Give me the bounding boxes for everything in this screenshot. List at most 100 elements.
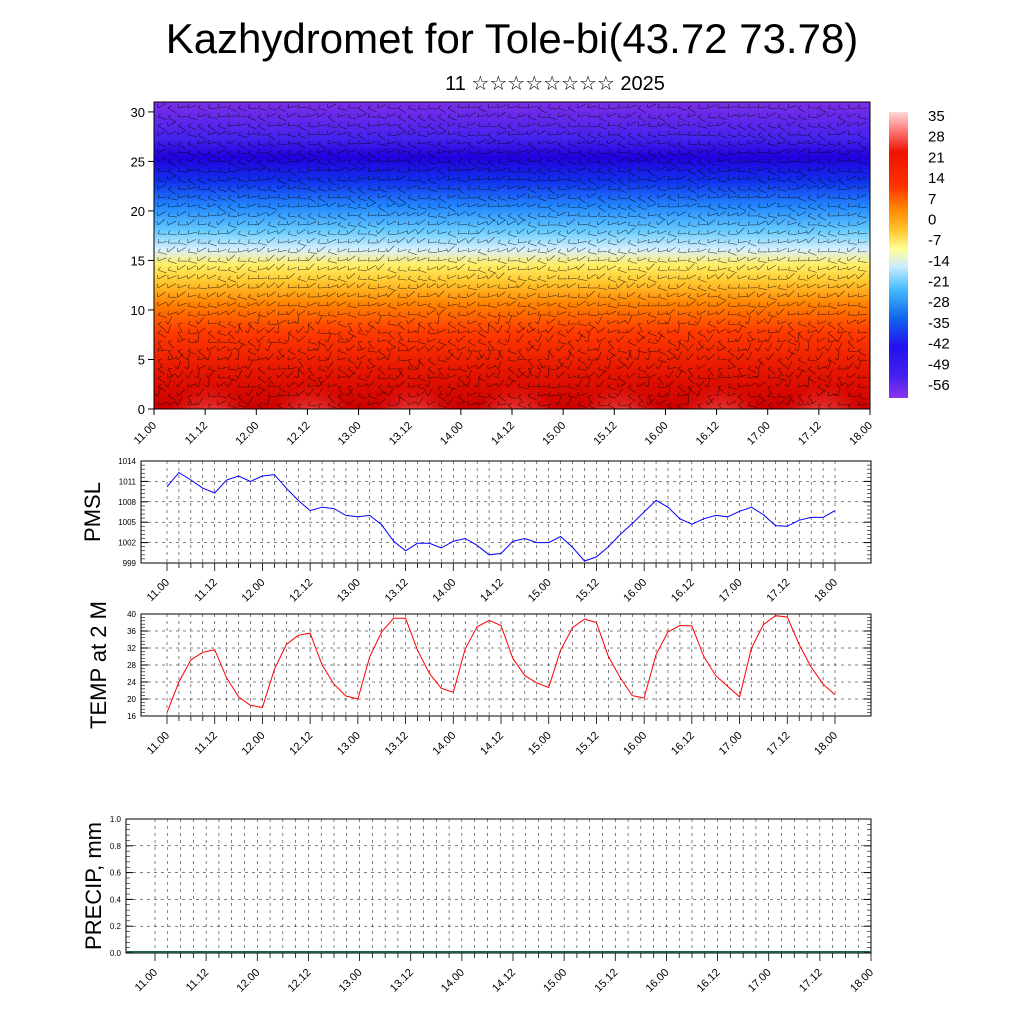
wind-barb [527, 229, 536, 235]
wind-barb-feather [216, 347, 219, 352]
wind-barb [337, 233, 347, 236]
wind-barb-feather [267, 167, 270, 172]
wind-barb-feather [674, 357, 679, 361]
wind-barb-feather [597, 337, 599, 343]
wind-barb [767, 331, 777, 334]
wind-barb [787, 105, 797, 109]
colorbar-label: -7 [928, 232, 941, 249]
wind-barb-feather [237, 220, 239, 226]
wind-barb-feather [406, 347, 409, 352]
wind-barb [187, 305, 197, 309]
wind-barb [417, 142, 427, 145]
wind-barb [177, 360, 181, 370]
heatmap-y-tick-label: 5 [138, 352, 145, 367]
wind-barb-feather [287, 230, 291, 235]
wind-barb [707, 188, 716, 194]
wind-barb-feather [457, 376, 462, 379]
wind-barb [497, 379, 505, 388]
wind-barb-feather [617, 203, 621, 208]
wind-barb [347, 332, 357, 338]
wind-barb [567, 341, 575, 350]
wind-barb-feather [807, 132, 812, 136]
wind-barb-feather [837, 149, 841, 154]
wind-barb [707, 143, 717, 148]
wind-barb-feather [427, 230, 429, 235]
wind-barb [327, 116, 336, 123]
wind-barb [637, 186, 647, 190]
wind-barb [237, 369, 243, 379]
wind-barb-feather [256, 284, 259, 289]
wind-barb [807, 151, 817, 154]
wind-barb-feather [157, 230, 160, 235]
wind-barb-feather [746, 293, 749, 298]
wind-barb [477, 362, 485, 370]
wind-barb-feather [177, 176, 181, 181]
afternoon-heat-blob [371, 347, 456, 409]
wind-barb [637, 206, 647, 210]
wind-barb [427, 388, 433, 397]
wind-barb [857, 186, 867, 190]
wind-barb-feather [227, 374, 231, 379]
wind-barb [737, 404, 744, 409]
wind-barb-feather [327, 158, 331, 163]
wind-barb [557, 362, 565, 370]
wind-barb [627, 159, 637, 163]
wind-barb-feather [827, 221, 831, 226]
wind-barb [417, 249, 427, 253]
wind-barb [617, 383, 627, 388]
wind-barb-feather [647, 239, 649, 244]
wind-barb [437, 329, 447, 334]
wind-barb-feather [417, 114, 422, 118]
wind-barb [237, 314, 247, 317]
wind-barb-feather [247, 194, 249, 199]
wind-barb-feather [294, 321, 299, 325]
wind-barb-feather [187, 347, 192, 352]
wind-barb-feather [677, 366, 682, 370]
wind-barb-feather [484, 357, 489, 361]
wind-barb [777, 197, 787, 199]
wind-barb-feather [417, 122, 421, 127]
wind-barb-feather [417, 203, 421, 208]
wind-barb [407, 197, 417, 201]
colorbar-label: 28 [928, 129, 945, 146]
wind-barb [267, 175, 276, 181]
wind-barb [297, 278, 307, 283]
wind-barb-feather [245, 392, 249, 397]
wind-barb [397, 125, 406, 132]
wind-barb [237, 179, 247, 183]
wind-barb-feather [786, 374, 789, 379]
wind-barb-feather [735, 338, 739, 343]
wind-barb [527, 266, 537, 271]
wind-barb [787, 239, 797, 244]
wind-barb-feather [415, 401, 419, 406]
wind-barb [727, 213, 737, 217]
wind-barb-feather [367, 167, 370, 172]
wind-barb-feather [457, 148, 459, 154]
wind-barb [597, 315, 603, 325]
wind-barb [337, 143, 347, 147]
wind-barb [397, 287, 407, 290]
wind-barb-feather [247, 150, 252, 154]
wind-barb [297, 229, 306, 235]
wind-barb [627, 326, 635, 334]
wind-barb-feather [247, 356, 250, 361]
wind-barb-feather [587, 402, 592, 406]
wind-barb-feather [837, 167, 840, 172]
wind-barb-feather [367, 257, 370, 262]
wind-barb [807, 401, 817, 406]
wind-barb-feather [527, 212, 531, 217]
wind-barb-feather [837, 311, 839, 316]
wind-barb-feather [627, 185, 630, 190]
wind-barb-feather [817, 122, 821, 127]
wind-barb-feather [227, 393, 232, 397]
wind-barb [747, 152, 757, 155]
wind-barb [487, 404, 493, 409]
wind-barb [327, 332, 337, 335]
wind-barb [757, 260, 767, 263]
wind-barb-feather [507, 311, 511, 316]
wind-barb [437, 259, 447, 262]
wind-barb [387, 404, 397, 407]
wind-barb [197, 357, 207, 361]
wind-barb [157, 269, 167, 274]
wind-barb [577, 125, 587, 128]
